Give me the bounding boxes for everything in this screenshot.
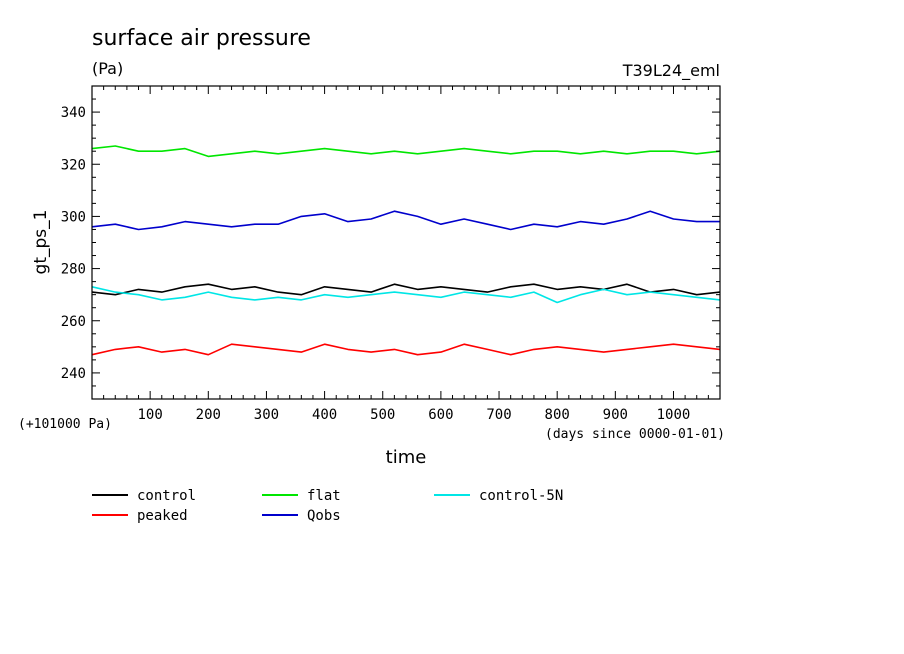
x-tick-label: 500 [370, 407, 395, 423]
x-tick-label: 800 [545, 407, 570, 423]
legend-label-Qobs: Qobs [307, 508, 341, 524]
x-tick-label: 700 [486, 407, 511, 423]
y-tick-label: 320 [61, 157, 86, 173]
y-tick-label: 260 [61, 314, 86, 330]
chart-title: surface air pressure [92, 26, 311, 51]
y-tick-label: 240 [61, 366, 86, 382]
y-axis-label: gt_ps_1 [31, 210, 51, 275]
y-axis-ticks: 240 260 280 300 320 340 [61, 85, 720, 400]
series-line-control-5N [91, 286, 721, 304]
x-tick-label: 1000 [657, 407, 691, 423]
x-tick-label: 600 [428, 407, 453, 423]
series-line-control [91, 283, 721, 296]
y-tick-label: 300 [61, 209, 86, 225]
chart-units: (Pa) [92, 59, 123, 78]
x-units-note: (days since 0000-01-01) [545, 427, 725, 442]
run-label: T39L24_eml [622, 61, 720, 81]
legend-label-control: control [137, 488, 196, 504]
legend-label-flat: flat [307, 488, 341, 504]
y-offset-note: (+101000 Pa) [18, 417, 112, 432]
series-line-peaked [91, 343, 721, 356]
legend-label-peaked: peaked [137, 508, 188, 524]
series-line-flat [91, 145, 721, 158]
x-tick-label: 200 [196, 407, 221, 423]
x-tick-label: 400 [312, 407, 337, 423]
x-tick-label: 900 [603, 407, 628, 423]
y-tick-label: 340 [61, 105, 86, 121]
y-tick-label: 280 [61, 262, 86, 278]
x-axis-ticks: 100 200 300 400 500 600 700 800 900 1000 [103, 86, 709, 423]
x-axis-label: time [386, 447, 427, 468]
plot-lines [91, 145, 721, 356]
x-tick-label: 300 [254, 407, 279, 423]
legend: control peaked flat Qobs control-5N [92, 488, 563, 524]
legend-label-control-5N: control-5N [479, 488, 563, 504]
x-tick-label: 100 [137, 407, 162, 423]
series-line-Qobs [91, 210, 720, 231]
